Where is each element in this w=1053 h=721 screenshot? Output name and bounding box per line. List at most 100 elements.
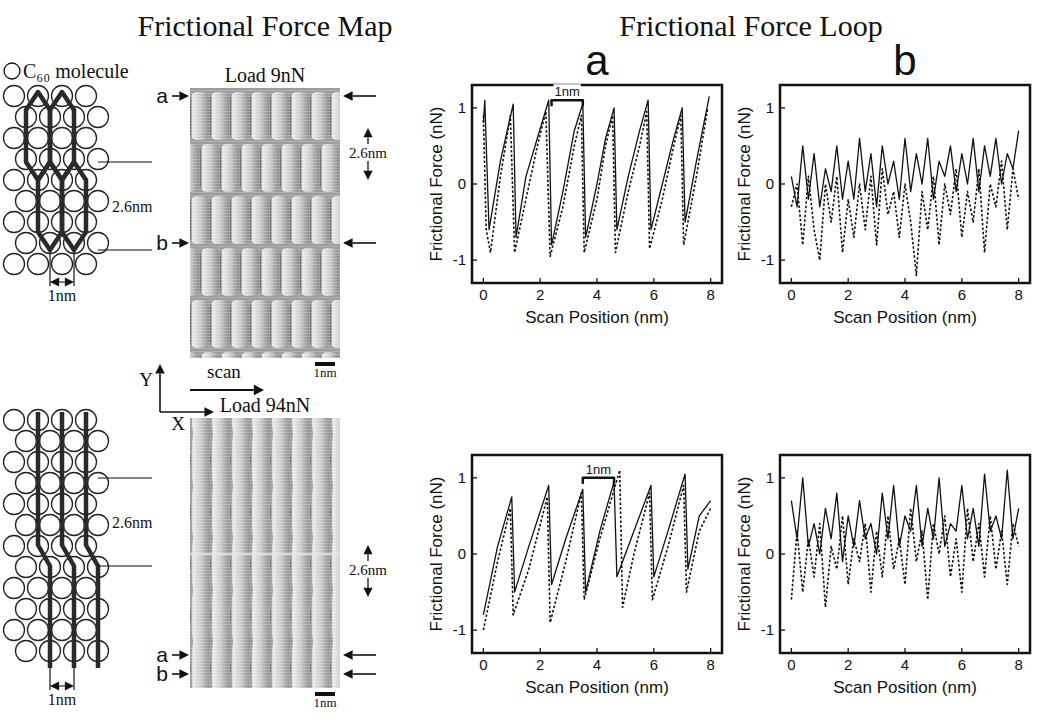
molecule bbox=[64, 191, 85, 212]
molecule bbox=[64, 431, 85, 452]
molecule bbox=[88, 191, 109, 212]
y-tick-label: -1 bbox=[761, 621, 774, 638]
spacing-arrow-shaft bbox=[59, 281, 62, 282]
y-axis-title: Frictional Force (nN) bbox=[427, 107, 446, 262]
x-axis-title: Scan Position (nm) bbox=[833, 308, 977, 327]
row-marker-arrow bbox=[343, 238, 376, 248]
x-axis-arrow-head bbox=[204, 407, 214, 417]
molecule bbox=[52, 254, 73, 275]
period-arrow-shaft bbox=[367, 137, 368, 144]
x-tick-label: 6 bbox=[650, 656, 658, 673]
period-arrow bbox=[363, 545, 372, 561]
spacing-arrow bbox=[50, 682, 62, 691]
period-label: 2.6nm bbox=[112, 198, 153, 215]
spacing-arrow-head bbox=[50, 682, 59, 691]
spacing-arrow bbox=[62, 278, 74, 287]
x-tick-label: 6 bbox=[958, 656, 966, 673]
y-tick-label: 1 bbox=[766, 99, 774, 116]
annotation-bracket bbox=[582, 99, 585, 106]
y-tick-label: 0 bbox=[766, 175, 774, 192]
molecule bbox=[40, 431, 61, 452]
molecule bbox=[64, 515, 85, 536]
x-tick-label: 6 bbox=[958, 286, 966, 303]
spacing-line bbox=[49, 668, 50, 690]
row-marker-arrow-head bbox=[179, 650, 189, 660]
row-marker-arrow-head bbox=[343, 238, 353, 248]
axis-letter: Y bbox=[139, 369, 153, 390]
molecule bbox=[4, 620, 25, 641]
molecule bbox=[16, 233, 37, 254]
molecule bbox=[4, 536, 25, 557]
molecule bbox=[4, 170, 25, 191]
molecule bbox=[16, 641, 37, 662]
molecule bbox=[76, 128, 97, 149]
molecule bbox=[52, 620, 73, 641]
chart: b02468-101Frictional Force (nN)Scan Posi… bbox=[735, 37, 1030, 327]
molecule bbox=[16, 191, 37, 212]
period-arrow-shaft bbox=[367, 554, 368, 561]
molecule bbox=[4, 410, 25, 431]
spacing-line bbox=[73, 250, 74, 286]
plot-frame bbox=[472, 85, 722, 283]
molecule bbox=[28, 620, 49, 641]
spacing-arrow-head bbox=[50, 278, 59, 287]
period-arrow-shaft bbox=[367, 578, 368, 588]
y-tick-label: -1 bbox=[453, 251, 466, 268]
spacing-arrow bbox=[50, 278, 62, 287]
y-axis-arrow bbox=[155, 364, 165, 412]
x-axis-title: Scan Position (nm) bbox=[525, 308, 669, 327]
annotation-label: 1nm bbox=[586, 462, 611, 477]
molecule bbox=[16, 431, 37, 452]
x-tick-label: 8 bbox=[1014, 656, 1022, 673]
y-tick-label: 1 bbox=[458, 99, 466, 116]
molecule bbox=[4, 86, 25, 107]
load-label: Load 9nN bbox=[225, 64, 306, 86]
molecule bbox=[52, 578, 73, 599]
plot-frame bbox=[780, 455, 1030, 653]
spacing-label: 1nm bbox=[48, 691, 77, 708]
row-marker-arrow-head bbox=[179, 669, 189, 679]
x-axis-arrow bbox=[160, 407, 214, 417]
lattice-outline bbox=[62, 162, 86, 250]
annotation-patch bbox=[585, 462, 612, 476]
molecule bbox=[4, 452, 25, 473]
molecule-symbol bbox=[4, 63, 20, 79]
row-marker-arrow-shaft bbox=[172, 95, 179, 97]
row-marker-arrow-shaft bbox=[172, 654, 179, 656]
molecule bbox=[64, 473, 85, 494]
annotation-label: 1nm bbox=[555, 84, 580, 99]
x-tick-label: 4 bbox=[901, 656, 909, 673]
molecule bbox=[76, 578, 97, 599]
row-marker-arrow-head bbox=[179, 238, 189, 248]
row-marker-arrow-head bbox=[343, 91, 353, 101]
scale-bar-label: 1nm bbox=[313, 365, 336, 380]
molecule bbox=[4, 212, 25, 233]
molecule bbox=[4, 128, 25, 149]
molecule bbox=[4, 254, 25, 275]
row-marker-arrow-shaft bbox=[353, 95, 376, 97]
spacing-arrow-head bbox=[65, 278, 74, 287]
molecule bbox=[4, 494, 25, 515]
spacing-arrow bbox=[62, 682, 74, 691]
spacing-arrow-shaft bbox=[59, 685, 62, 686]
molecule bbox=[16, 557, 37, 578]
annotation-bracket bbox=[613, 477, 616, 484]
period-arrow bbox=[363, 578, 372, 597]
x-tick-label: 4 bbox=[901, 286, 909, 303]
period-label: 2.6nm bbox=[349, 562, 387, 578]
series-line bbox=[483, 108, 707, 257]
plot-frame bbox=[780, 85, 1030, 283]
section-heading: Frictional Force Map bbox=[138, 9, 393, 42]
period-line bbox=[98, 249, 152, 250]
plot-data bbox=[791, 131, 1018, 276]
row-marker-arrow-head bbox=[179, 91, 189, 101]
scale-bar-label: 1nm bbox=[313, 695, 336, 710]
lattice-outline bbox=[86, 412, 98, 668]
molecule bbox=[76, 86, 97, 107]
molecule bbox=[40, 473, 61, 494]
row-marker: a bbox=[156, 84, 168, 107]
panel-title: a bbox=[585, 37, 609, 84]
row-marker-arrow-shaft bbox=[353, 654, 376, 656]
row-marker-arrow bbox=[172, 238, 189, 248]
plot-data bbox=[791, 470, 1018, 607]
